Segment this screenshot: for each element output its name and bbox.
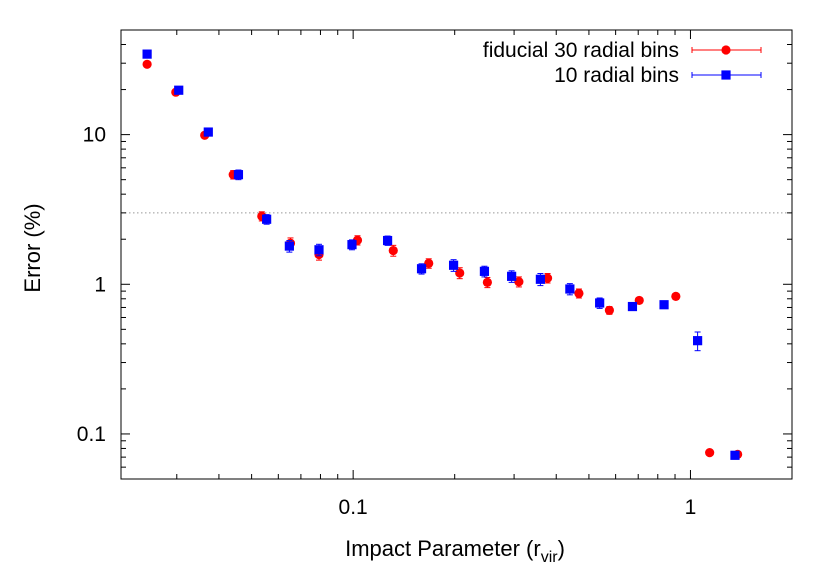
data-point xyxy=(574,288,584,298)
data-point xyxy=(514,277,524,287)
data-point xyxy=(142,49,152,59)
data-point xyxy=(627,301,638,312)
axis-tick-labels: 0.1 1 0.1 1 10 xyxy=(77,124,697,519)
y-tick-label: 1 xyxy=(94,273,106,296)
data-point xyxy=(284,241,294,251)
data-point xyxy=(565,284,575,294)
y-tick-label: 0.1 xyxy=(77,423,106,446)
data-point xyxy=(142,59,152,69)
data-point xyxy=(671,291,681,301)
data-point xyxy=(448,260,459,270)
data-point xyxy=(730,450,740,460)
plot-border xyxy=(120,29,793,480)
y-axis-label: Error (%) xyxy=(20,203,45,292)
axis-ticks xyxy=(121,29,793,480)
data-point xyxy=(262,214,272,224)
x-axis-label-close: ) xyxy=(558,536,565,561)
data-point xyxy=(203,127,213,137)
legend-marker xyxy=(721,45,731,55)
data-point xyxy=(542,273,553,283)
data-point xyxy=(479,266,490,276)
data-point xyxy=(416,264,427,274)
data-point xyxy=(382,235,393,246)
legend-marker xyxy=(721,70,731,80)
data-point xyxy=(455,268,465,278)
x-axis-label: Impact Parameter (rvir) xyxy=(345,536,565,566)
series-1 xyxy=(142,59,743,460)
x-axis-label-main: Impact Parameter (r xyxy=(345,536,541,561)
data-point xyxy=(604,305,614,315)
data-point xyxy=(705,448,715,458)
legend-label: fiducial 30 radial bins xyxy=(483,39,679,62)
x-tick-label: 0.1 xyxy=(339,496,368,519)
legend-label: 10 radial bins xyxy=(554,64,679,87)
data-point xyxy=(314,245,324,255)
data-point xyxy=(482,277,492,287)
series-group xyxy=(142,49,743,460)
data-point xyxy=(507,271,517,281)
plot-frame xyxy=(120,29,793,480)
x-axis-label-subscript: vir xyxy=(541,549,559,566)
data-point xyxy=(174,85,184,95)
data-point xyxy=(659,300,669,310)
y-tick-label: 10 xyxy=(83,124,106,147)
series-2 xyxy=(142,49,740,460)
data-point xyxy=(693,336,703,346)
data-point xyxy=(388,245,398,256)
data-point xyxy=(595,298,605,308)
data-point xyxy=(424,258,434,268)
x-tick-label: 1 xyxy=(685,496,697,519)
data-point xyxy=(347,240,357,250)
data-point xyxy=(233,170,244,180)
data-point xyxy=(535,274,545,284)
